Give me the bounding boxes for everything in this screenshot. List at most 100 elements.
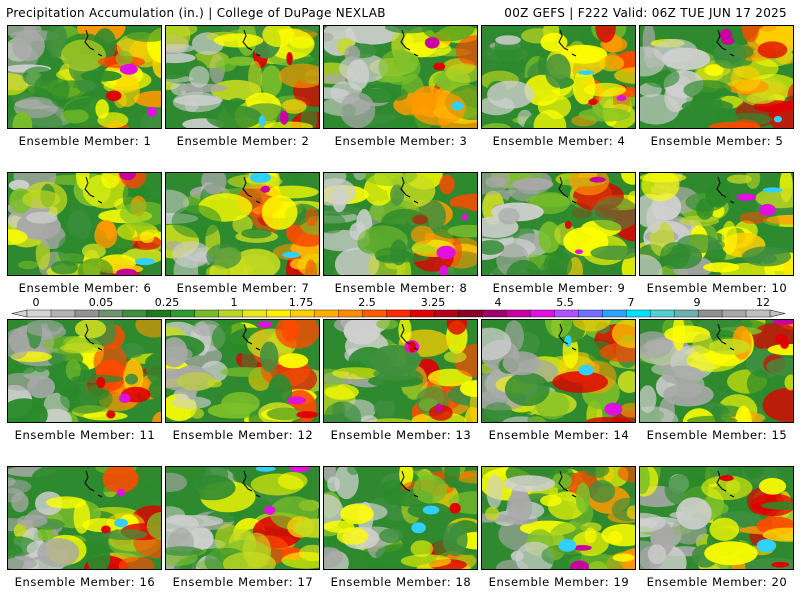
ensemble-member-label: Ensemble Member: 12 bbox=[172, 428, 314, 442]
precip-map bbox=[482, 320, 635, 422]
colorbar-swatch bbox=[218, 309, 244, 318]
ensemble-map-panel bbox=[7, 172, 162, 276]
precip-map bbox=[482, 26, 635, 128]
ensemble-member-label: Ensemble Member: 4 bbox=[492, 134, 626, 148]
colorbar-tick-label: 5.5 bbox=[556, 296, 574, 309]
colorbar-tick-label: 2.5 bbox=[358, 296, 376, 309]
colorbar-swatch bbox=[482, 309, 507, 318]
colorbar-swatch bbox=[242, 309, 268, 318]
ensemble-map-panel bbox=[481, 172, 636, 276]
ensemble-member-label: Ensemble Member: 10 bbox=[646, 281, 788, 295]
ensemble-map-panel bbox=[165, 319, 320, 423]
colorbar-tick-label: 0.25 bbox=[155, 296, 180, 309]
ensemble-member-label: Ensemble Member: 9 bbox=[492, 281, 626, 295]
ensemble-member-label: Ensemble Member: 17 bbox=[172, 575, 314, 589]
ensemble-map-panel bbox=[639, 172, 794, 276]
precip-map bbox=[640, 467, 793, 569]
ensemble-map-panel bbox=[165, 466, 320, 570]
ensemble-map-panel bbox=[481, 466, 636, 570]
colorbar-swatch bbox=[170, 309, 196, 318]
ensemble-map-panel bbox=[7, 25, 162, 129]
precip-map bbox=[8, 26, 161, 128]
precip-map bbox=[640, 173, 793, 275]
colorbar-tick-label: 1.75 bbox=[289, 296, 314, 309]
ensemble-map-panel bbox=[165, 172, 320, 276]
ensemble-member-label: Ensemble Member: 6 bbox=[18, 281, 152, 295]
ensemble-member-label: Ensemble Member: 5 bbox=[650, 134, 784, 148]
colorbar-tick-label: 12 bbox=[756, 296, 770, 309]
colorbar-swatch bbox=[506, 309, 531, 318]
ensemble-member-label: Ensemble Member: 13 bbox=[330, 428, 472, 442]
ensemble-map-panel bbox=[165, 25, 320, 129]
colorbar-swatch bbox=[50, 309, 76, 318]
precip-map bbox=[640, 26, 793, 128]
colorbar-tick-label: 4 bbox=[495, 296, 502, 309]
precip-map bbox=[166, 26, 319, 128]
colorbar-tick-label: 3.25 bbox=[421, 296, 446, 309]
ensemble-member-label: Ensemble Member: 15 bbox=[646, 428, 788, 442]
ensemble-member-label: Ensemble Member: 18 bbox=[330, 575, 472, 589]
colorbar-swatch bbox=[721, 309, 747, 318]
ensemble-map-panel bbox=[323, 25, 478, 129]
ensemble-map-panel bbox=[481, 25, 636, 129]
colorbar-swatch bbox=[673, 309, 699, 318]
precip-map bbox=[166, 467, 319, 569]
colorbar-swatch bbox=[194, 309, 220, 318]
colorbar-swatch bbox=[386, 309, 411, 318]
colorbar-tick-label: 9 bbox=[694, 296, 701, 309]
colorbar-swatch bbox=[410, 309, 435, 318]
colorbar-swatch bbox=[98, 309, 124, 318]
ensemble-member-label: Ensemble Member: 3 bbox=[334, 134, 468, 148]
colorbar-swatch bbox=[697, 309, 723, 318]
ensemble-member-label: Ensemble Member: 1 bbox=[18, 134, 152, 148]
colorbar-swatch bbox=[314, 309, 340, 318]
valid-time: 00Z GEFS | F222 Valid: 06Z TUE JUN 17 20… bbox=[504, 6, 787, 20]
ensemble-map-panel bbox=[639, 319, 794, 423]
ensemble-map-panel bbox=[7, 319, 162, 423]
colorbar-swatch bbox=[530, 309, 555, 318]
page-title: Precipitation Accumulation (in.) | Colle… bbox=[6, 6, 386, 20]
colorbar-right-arrow bbox=[769, 309, 786, 318]
precip-map bbox=[166, 173, 319, 275]
precip-map bbox=[482, 467, 635, 569]
colorbar-tick-label: 7 bbox=[628, 296, 635, 309]
colorbar-swatch bbox=[625, 309, 651, 318]
colorbar-swatch bbox=[146, 309, 172, 318]
precip-map bbox=[324, 173, 477, 275]
colorbar-swatch bbox=[338, 309, 364, 318]
precip-map bbox=[324, 467, 477, 569]
colorbar-tick-label: 0 bbox=[33, 296, 40, 309]
ensemble-map-panel bbox=[639, 466, 794, 570]
colorbar-swatch bbox=[458, 309, 483, 318]
ensemble-map-panel bbox=[323, 319, 478, 423]
ensemble-map-panel bbox=[323, 466, 478, 570]
precip-map bbox=[324, 320, 477, 422]
ensemble-member-label: Ensemble Member: 8 bbox=[334, 281, 468, 295]
colorbar-swatch bbox=[434, 309, 459, 318]
ensemble-map-panel bbox=[481, 319, 636, 423]
ensemble-member-label: Ensemble Member: 16 bbox=[14, 575, 156, 589]
ensemble-member-label: Ensemble Member: 14 bbox=[488, 428, 630, 442]
colorbar-swatch bbox=[122, 309, 148, 318]
ensemble-member-label: Ensemble Member: 2 bbox=[176, 134, 310, 148]
precip-map bbox=[166, 320, 319, 422]
colorbar-swatch bbox=[74, 309, 100, 318]
precip-map bbox=[324, 26, 477, 128]
precip-map bbox=[8, 467, 161, 569]
ensemble-map-panel bbox=[639, 25, 794, 129]
colorbar-swatch bbox=[745, 309, 771, 318]
ensemble-member-label: Ensemble Member: 20 bbox=[646, 575, 788, 589]
colorbar-tick-label: 0.05 bbox=[89, 296, 114, 309]
colorbar-swatch bbox=[362, 309, 388, 318]
colorbar-left-arrow bbox=[11, 309, 28, 318]
precip-map bbox=[8, 320, 161, 422]
colorbar-swatch bbox=[649, 309, 675, 318]
ensemble-member-label: Ensemble Member: 7 bbox=[176, 281, 310, 295]
colorbar-swatch bbox=[26, 309, 52, 318]
colorbar-swatch bbox=[266, 309, 292, 318]
ensemble-map-panel bbox=[7, 466, 162, 570]
colorbar-swatch bbox=[578, 309, 603, 318]
colorbar-swatch bbox=[554, 309, 579, 318]
precip-map bbox=[8, 173, 161, 275]
precip-map bbox=[482, 173, 635, 275]
